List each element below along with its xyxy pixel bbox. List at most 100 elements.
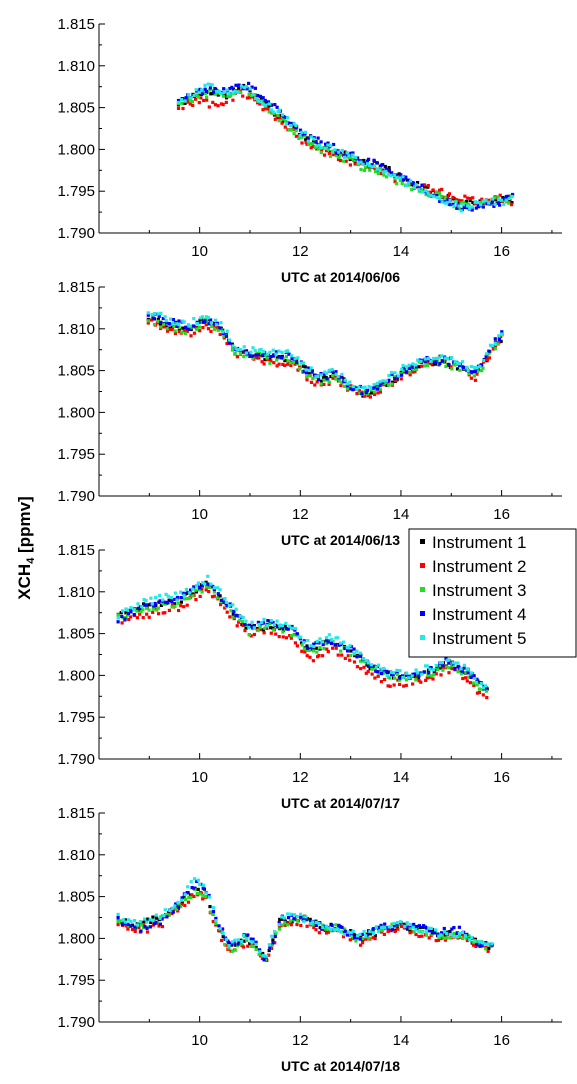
- data-point: [491, 197, 495, 201]
- data-point: [177, 319, 181, 323]
- data-point: [447, 362, 451, 366]
- data-point: [393, 180, 397, 184]
- data-point: [434, 663, 438, 668]
- data-point: [380, 672, 384, 676]
- data-point: [481, 199, 485, 203]
- data-point: [122, 922, 126, 926]
- data-point: [376, 670, 380, 674]
- data-point: [388, 684, 392, 688]
- data-point: [381, 381, 385, 385]
- data-point: [212, 587, 216, 592]
- data-point: [309, 366, 313, 370]
- data-point: [248, 942, 252, 946]
- data-point: [201, 581, 205, 585]
- data-point: [461, 366, 465, 370]
- data-point: [440, 661, 444, 665]
- data-point: [253, 93, 257, 97]
- data-point: [296, 368, 300, 372]
- data-point: [182, 320, 186, 324]
- data-point: [481, 366, 485, 370]
- data-point: [399, 924, 404, 928]
- data-point: [360, 937, 364, 941]
- data-point: [443, 356, 447, 360]
- data-point: [314, 923, 318, 927]
- data-point: [300, 135, 304, 139]
- data-point: [150, 312, 154, 317]
- data-point: [188, 324, 192, 328]
- data-point: [466, 368, 470, 373]
- data-point: [457, 935, 461, 939]
- data-point: [352, 932, 356, 936]
- data-point: [179, 902, 184, 906]
- data-point: [228, 338, 232, 342]
- data-point: [261, 96, 265, 100]
- data-point: [408, 931, 412, 935]
- data-point: [420, 183, 424, 187]
- data-point: [194, 97, 198, 101]
- data-point: [471, 196, 475, 200]
- data-point: [432, 195, 436, 199]
- data-point: [416, 671, 420, 675]
- data-point: [231, 612, 235, 616]
- legend-entry: Instrument 4: [420, 605, 527, 624]
- data-point: [459, 201, 463, 205]
- data-point: [475, 677, 479, 681]
- data-point: [200, 90, 205, 94]
- data-point: [164, 600, 168, 604]
- data-point: [464, 199, 468, 203]
- data-point: [284, 120, 288, 124]
- data-point: [129, 919, 133, 923]
- data-point: [274, 352, 278, 356]
- data-point: [207, 589, 211, 594]
- data-point: [292, 360, 296, 364]
- data-point: [389, 670, 393, 674]
- data-point: [270, 934, 274, 938]
- data-point: [159, 325, 163, 329]
- legend-entry: Instrument 1: [420, 533, 527, 552]
- data-point: [440, 931, 444, 935]
- data-point: [263, 354, 267, 358]
- data-point: [372, 386, 376, 390]
- data-point: [272, 623, 276, 627]
- data-point: [189, 895, 193, 900]
- data-point: [259, 348, 263, 352]
- data-point: [334, 377, 338, 381]
- data-point: [293, 357, 297, 361]
- data-point: [201, 326, 205, 330]
- data-point: [374, 669, 378, 673]
- data-point: [359, 943, 363, 947]
- data-point: [506, 201, 511, 205]
- data-point: [317, 143, 321, 147]
- data-point: [369, 663, 373, 667]
- data-point: [210, 325, 214, 329]
- data-point: [459, 672, 464, 676]
- data-point: [211, 919, 215, 924]
- data-point: [487, 946, 491, 950]
- data-point: [426, 185, 430, 189]
- data-point: [234, 83, 238, 87]
- data-point: [338, 150, 342, 154]
- data-point: [414, 365, 418, 369]
- data-point: [151, 316, 155, 320]
- data-point: [460, 930, 465, 935]
- data-point: [373, 392, 377, 397]
- data-point: [303, 365, 307, 369]
- data-point: [476, 369, 480, 373]
- data-point: [216, 104, 220, 108]
- data-point: [248, 87, 252, 91]
- data-point: [268, 350, 272, 354]
- data-point: [156, 606, 160, 610]
- data-point: [368, 164, 372, 168]
- data-point: [438, 354, 442, 358]
- data-point: [242, 345, 246, 349]
- data-point: [432, 673, 436, 677]
- data-point: [286, 121, 290, 125]
- data-point: [167, 598, 171, 602]
- data-point: [327, 151, 331, 156]
- data-point: [421, 188, 425, 192]
- data-point: [427, 671, 431, 675]
- data-point: [299, 361, 303, 365]
- data-point: [257, 622, 261, 626]
- data-point: [407, 676, 411, 680]
- data-point: [173, 604, 177, 608]
